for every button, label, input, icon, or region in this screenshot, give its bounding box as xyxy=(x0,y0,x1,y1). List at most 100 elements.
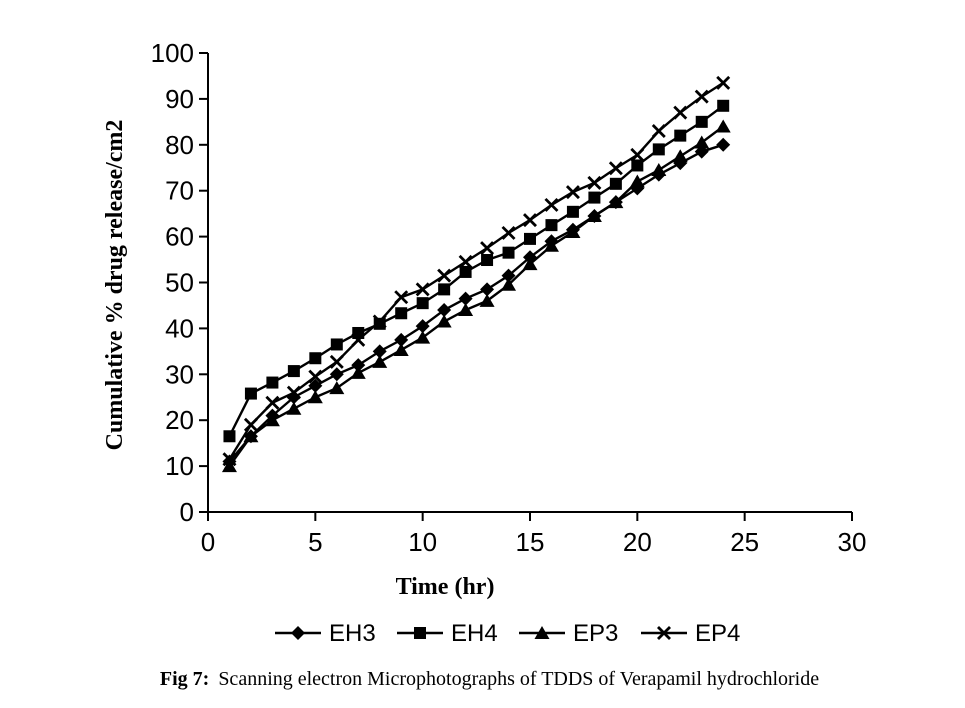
axes xyxy=(199,52,853,521)
x-tick-label: 0 xyxy=(201,527,215,557)
marker-EP4 xyxy=(608,161,623,176)
marker-EH3 xyxy=(308,378,323,393)
y-tick-label: 30 xyxy=(165,359,194,389)
legend-label-EP4: EP4 xyxy=(695,620,740,647)
marker-EP4 xyxy=(243,417,258,432)
series-EH3 xyxy=(222,137,731,469)
marker-EH4 xyxy=(631,159,644,172)
marker-EP4 xyxy=(480,241,495,256)
y-tick-label: 100 xyxy=(151,38,194,68)
legend-marker-EP4 xyxy=(657,626,671,640)
marker-EP3 xyxy=(651,163,667,177)
marker-EH4 xyxy=(481,254,494,267)
marker-EP4 xyxy=(222,452,237,467)
legend-marker-EH4 xyxy=(414,627,426,639)
marker-EH4 xyxy=(287,365,300,378)
series-EH4 xyxy=(223,99,730,443)
series-EP3 xyxy=(221,119,731,473)
marker-EP3 xyxy=(458,303,474,317)
marker-EH4 xyxy=(395,307,408,320)
marker-EH4 xyxy=(717,99,730,112)
marker-EP4 xyxy=(630,147,645,162)
marker-EP3 xyxy=(672,149,688,163)
legend-label-EH4: EH4 xyxy=(451,620,498,647)
x-tick-label: 25 xyxy=(730,527,759,557)
marker-EH3 xyxy=(372,344,387,359)
tick-labels: 0 10 20 30 40 50 60 70 80 90 100 0 5 10 15 20 25 30 xyxy=(151,38,867,557)
marker-EP4 xyxy=(351,332,366,347)
y-tick-label: 50 xyxy=(165,268,194,298)
x-tick-label: 20 xyxy=(623,527,652,557)
legend-item-EP3: EP3 xyxy=(519,620,618,647)
marker-EH3 xyxy=(501,268,516,283)
marker-EP3 xyxy=(436,314,452,328)
marker-EP4 xyxy=(286,385,301,400)
x-axis-title: Time (hr) xyxy=(396,574,495,600)
marker-EH4 xyxy=(588,191,601,204)
marker-EP3 xyxy=(479,293,495,307)
marker-EP3 xyxy=(565,225,581,239)
marker-EH4 xyxy=(459,265,472,278)
figure-caption-prefix: Fig 7: xyxy=(159,668,210,690)
series-lines xyxy=(221,75,731,473)
marker-EP3 xyxy=(372,354,388,368)
marker-EH3 xyxy=(351,358,366,373)
marker-EH4 xyxy=(545,219,558,232)
marker-EP4 xyxy=(523,213,537,228)
marker-EP3 xyxy=(221,459,237,473)
marker-EP3 xyxy=(501,277,517,291)
marker-EP3 xyxy=(307,390,323,404)
x-tick-label: 15 xyxy=(516,527,545,557)
marker-EP4 xyxy=(437,268,452,283)
legend-item-EH4: EH4 xyxy=(397,620,498,647)
series-line-EP3 xyxy=(228,125,725,468)
marker-EH4 xyxy=(223,430,236,443)
series-EP4 xyxy=(222,75,731,467)
legend-item-EH3: EH3 xyxy=(275,620,376,647)
marker-EH4 xyxy=(524,232,536,245)
marker-EH4 xyxy=(674,129,687,142)
marker-EH3 xyxy=(394,332,409,347)
marker-EP4 xyxy=(415,282,430,297)
figure-caption: Fig 7: Scanning electron Microphotographs… xyxy=(0,668,965,691)
marker-EH4 xyxy=(266,376,279,389)
marker-EP4 xyxy=(372,314,387,329)
marker-EH3 xyxy=(415,319,430,334)
marker-EP3 xyxy=(393,342,409,356)
marker-EP4 xyxy=(394,290,409,305)
marker-EH4 xyxy=(330,338,343,351)
marker-EP3 xyxy=(608,195,624,209)
y-tick-label: 40 xyxy=(165,313,194,343)
marker-EH3 xyxy=(329,367,344,382)
marker-EP4 xyxy=(265,395,280,410)
marker-EP3 xyxy=(264,413,280,427)
marker-EH3 xyxy=(480,282,495,297)
marker-EP4 xyxy=(458,254,473,269)
marker-EP3 xyxy=(329,381,345,395)
marker-EP3 xyxy=(286,401,302,415)
x-tick-label: 30 xyxy=(838,527,867,557)
marker-EP3 xyxy=(350,365,366,379)
marker-EP3 xyxy=(522,257,538,271)
marker-EH4 xyxy=(652,143,665,156)
y-tick-label: 80 xyxy=(165,130,194,160)
marker-EH4 xyxy=(566,205,579,218)
marker-EP4 xyxy=(716,75,731,90)
legend-marker-EP3 xyxy=(534,626,550,639)
legend-marker-EH3 xyxy=(291,626,305,640)
legend-item-EP4: EP4 xyxy=(641,620,740,647)
marker-EH4 xyxy=(502,246,515,259)
y-tick-label: 60 xyxy=(165,222,194,252)
marker-EP3 xyxy=(586,208,602,222)
x-tick-label: 10 xyxy=(408,527,437,557)
x-tick-label: 5 xyxy=(308,527,322,557)
marker-EP4 xyxy=(651,124,666,139)
marker-EP3 xyxy=(243,429,259,443)
marker-EH4 xyxy=(244,387,257,400)
y-tick-label: 20 xyxy=(165,405,194,435)
marker-EP4 xyxy=(673,105,688,120)
marker-EH3 xyxy=(437,303,452,318)
marker-EP3 xyxy=(629,174,645,188)
